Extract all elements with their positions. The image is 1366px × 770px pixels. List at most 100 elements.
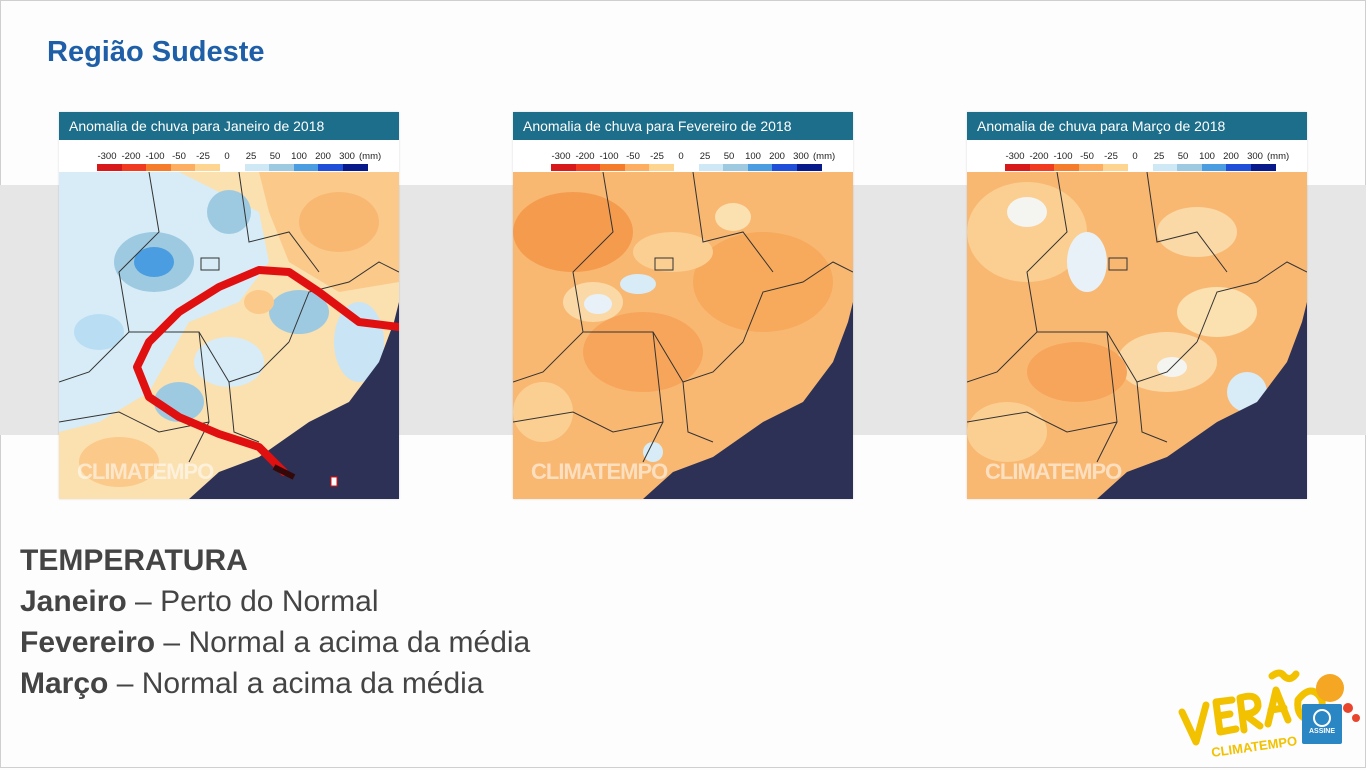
legend-swatch	[747, 164, 773, 171]
temperature-row: Janeiro – Perto do Normal	[20, 581, 530, 622]
anomaly-map-image: CLIMATEMPO	[513, 172, 853, 499]
legend-tick-label: -25	[650, 151, 664, 162]
legend-swatch	[796, 164, 822, 171]
watermark: CLIMATEMPO	[77, 459, 214, 484]
legend-colorbar	[1005, 164, 1276, 171]
legend-swatch	[1250, 164, 1276, 171]
watermark: CLIMATEMPO	[985, 459, 1122, 484]
legend-swatch	[318, 164, 343, 171]
legend-tick-label: -100	[145, 151, 165, 162]
map-title: Anomalia de chuva para Janeiro de 2018	[59, 112, 399, 140]
legend-swatch	[219, 164, 245, 171]
legend-tick-label: 50	[269, 151, 281, 162]
legend-swatch	[195, 164, 220, 171]
legend-tick-label: 300	[1247, 151, 1263, 162]
anomaly-map-image: CLIMATEMPO	[967, 172, 1307, 499]
legend-swatch	[772, 164, 797, 171]
legend-tick-label: -100	[1053, 151, 1073, 162]
temperature-row: Fevereiro – Normal a acima da média	[20, 622, 530, 663]
legend-colorbar	[551, 164, 822, 171]
legend-swatch	[269, 164, 294, 171]
legend: -300 -200 -100 -50 -25 0 25 50 100 200 300 (mm)	[967, 140, 1307, 172]
legend-tick-label: 200	[315, 151, 331, 162]
legend-unit: (mm)	[359, 151, 382, 162]
legend-swatch	[146, 164, 171, 171]
legend-colorbar	[97, 164, 368, 171]
legend-tick-label: 100	[745, 151, 761, 162]
legend-tick-label: 25	[1153, 151, 1165, 162]
legend-swatch	[624, 164, 650, 171]
legend-tick-label: 200	[1223, 151, 1239, 162]
legend-tick-label: -25	[1104, 151, 1118, 162]
legend-swatch	[1177, 164, 1202, 171]
legend-swatch	[1029, 164, 1055, 171]
temperature-heading: TEMPERATURA	[20, 544, 248, 577]
legend-tick-label: 50	[1177, 151, 1189, 162]
forecast-text: Normal a acima da média	[141, 667, 484, 700]
legend-swatch	[600, 164, 625, 171]
legend-tick-label: 300	[793, 151, 809, 162]
legend-tick-label: 100	[1199, 151, 1215, 162]
legend-labels: -300 -200 -100 -50 -25 0 25 50 100 200 300 (mm)	[549, 151, 849, 162]
legend-labels: -300 -200 -100 -50 -25 0 25 50 100 200 300 (mm)	[1003, 151, 1303, 162]
legend-tick-label: -50	[1080, 151, 1094, 162]
legend-swatch	[575, 164, 601, 171]
legend-tick-label: 0	[678, 151, 684, 162]
map-title: Anomalia de chuva para Fevereiro de 2018	[513, 112, 853, 140]
legend-tick-label: 50	[723, 151, 735, 162]
legend-swatch	[649, 164, 674, 171]
map-title: Anomalia de chuva para Março de 2018	[967, 112, 1307, 140]
legend-tick-label: -50	[172, 151, 186, 162]
map-january: Anomalia de chuva para Janeiro de 2018 -…	[59, 112, 399, 499]
logo-subtitle: CLIMATEMPO	[1210, 733, 1298, 760]
month-label: Março	[20, 667, 109, 700]
legend-swatch	[1201, 164, 1227, 171]
legend-swatch	[673, 164, 699, 171]
legend-swatch	[342, 164, 368, 171]
legend-swatch	[97, 164, 122, 171]
temperature-row: Março – Normal a acima da média	[20, 663, 530, 704]
legend: -300 -200 -100 -50 -25 0 25 50 100 200 300 (mm)	[513, 140, 853, 172]
legend-tick-label: 25	[245, 151, 257, 162]
legend: -300 -200 -100 -50 -25 0 25 50 100 200 300 (mm)	[59, 140, 399, 172]
legend-swatch	[170, 164, 196, 171]
legend-swatch	[698, 164, 724, 171]
legend-swatch	[1103, 164, 1128, 171]
legend-tick-label: -50	[626, 151, 640, 162]
legend-swatch	[1005, 164, 1030, 171]
legend-unit: (mm)	[813, 151, 836, 162]
separator: –	[126, 585, 161, 618]
legend-tick-label: -200	[121, 151, 141, 162]
legend-swatch	[293, 164, 319, 171]
legend-swatch	[121, 164, 147, 171]
legend-tick-label: -200	[1029, 151, 1049, 162]
subscribe-icon	[1313, 709, 1331, 727]
legend-tick-label: 100	[291, 151, 307, 162]
separator: –	[108, 667, 142, 700]
legend-swatch	[1078, 164, 1104, 171]
legend-swatch	[1226, 164, 1251, 171]
legend-tick-label: 200	[769, 151, 785, 162]
legend-swatch	[1054, 164, 1079, 171]
legend-swatch	[244, 164, 270, 171]
verao-climatempo-logo: CLIMATEMPO	[1172, 650, 1364, 765]
legend-tick-label: 300	[339, 151, 355, 162]
map-february: Anomalia de chuva para Fevereiro de 2018…	[513, 112, 853, 499]
forecast-text: Normal a acima da média	[188, 626, 531, 659]
legend-tick-label: 25	[699, 151, 711, 162]
legend-swatch	[723, 164, 748, 171]
legend-tick-label: 0	[1132, 151, 1138, 162]
legend-tick-label: 0	[224, 151, 230, 162]
subscribe-badge[interactable]: ASSINE	[1302, 704, 1342, 744]
legend-unit: (mm)	[1267, 151, 1290, 162]
legend-tick-label: -300	[551, 151, 571, 162]
legend-tick-label: -300	[97, 151, 117, 162]
month-label: Janeiro	[20, 585, 127, 618]
legend-tick-label: -100	[599, 151, 619, 162]
slide-title: Região Sudeste	[47, 36, 265, 68]
legend-swatch	[551, 164, 576, 171]
legend-swatch	[1127, 164, 1153, 171]
legend-tick-label: -25	[196, 151, 210, 162]
watermark: CLIMATEMPO	[531, 459, 668, 484]
anomaly-map-image: CLIMATEMPO	[59, 172, 399, 499]
